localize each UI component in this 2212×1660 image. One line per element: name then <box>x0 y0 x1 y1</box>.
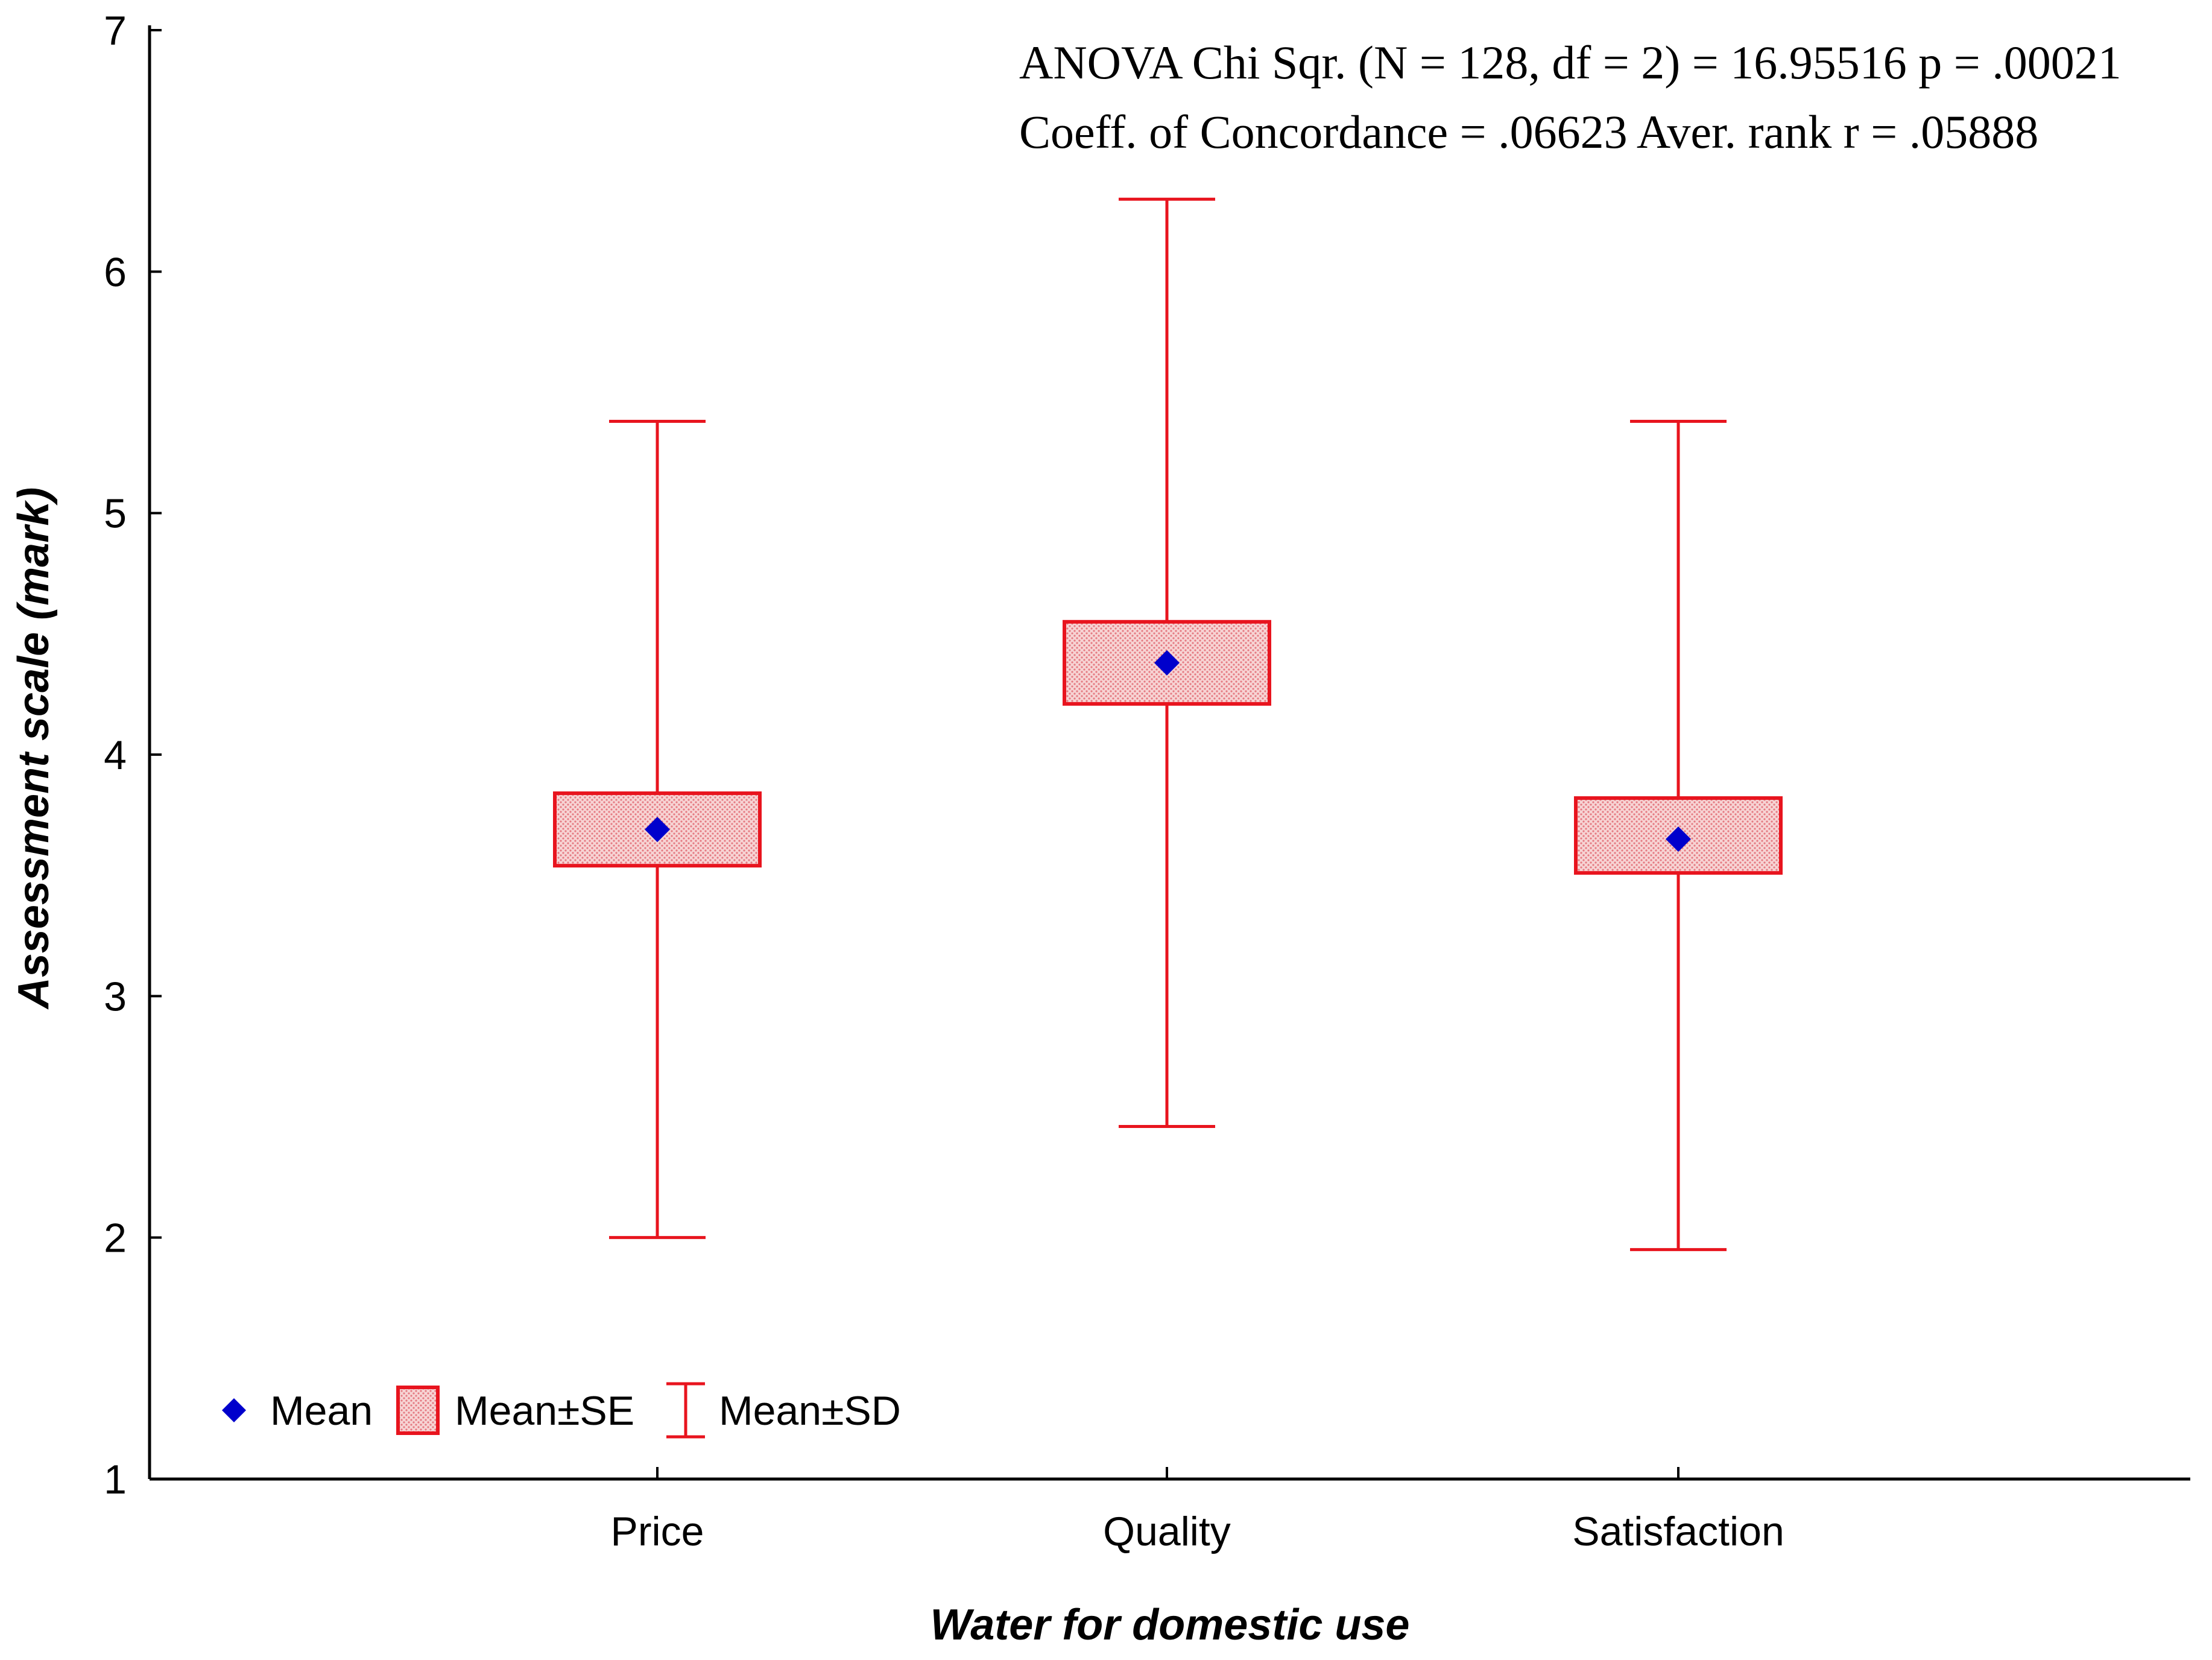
x-tick-label: Quality <box>1103 1509 1231 1554</box>
annotation-concordance: Coeff. of Concordance = .06623 Aver. ran… <box>1019 106 2038 158</box>
mean-point <box>1666 826 1691 852</box>
legend-mean-swatch <box>222 1398 246 1422</box>
legend-mean-label: Mean <box>270 1388 373 1434</box>
x-tick-label: Price <box>611 1509 704 1554</box>
y-tick-label: 1 <box>104 1457 127 1503</box>
mean-point <box>645 817 670 843</box>
legend-sd-label: Mean±SD <box>719 1388 901 1434</box>
legend-se-swatch <box>396 1386 440 1435</box>
annotation-anova: ANOVA Chi Sqr. (N = 128, df = 2) = 16.95… <box>1019 36 2122 89</box>
x-axis-title: Water for domestic use <box>931 1601 1410 1649</box>
y-tick-label: 3 <box>104 974 127 1019</box>
legend: Mean Mean±SE Mean±SD <box>222 1382 901 1439</box>
y-tick-label: 7 <box>104 8 127 54</box>
y-tick-label: 4 <box>104 732 127 778</box>
y-axis-title: Assessment scale (mark) <box>10 487 58 1010</box>
legend-se-label: Mean±SE <box>455 1388 634 1434</box>
mean-point <box>1154 650 1180 676</box>
y-tick-label: 5 <box>104 491 127 537</box>
axes: 1 2 3 4 5 6 7 Price Quality Satisfaction <box>104 8 2190 1554</box>
y-tick-label: 6 <box>104 249 127 295</box>
y-tick-label: 2 <box>104 1215 127 1261</box>
plot-marks <box>553 197 1783 1252</box>
x-tick-label: Satisfaction <box>1572 1509 1784 1554</box>
